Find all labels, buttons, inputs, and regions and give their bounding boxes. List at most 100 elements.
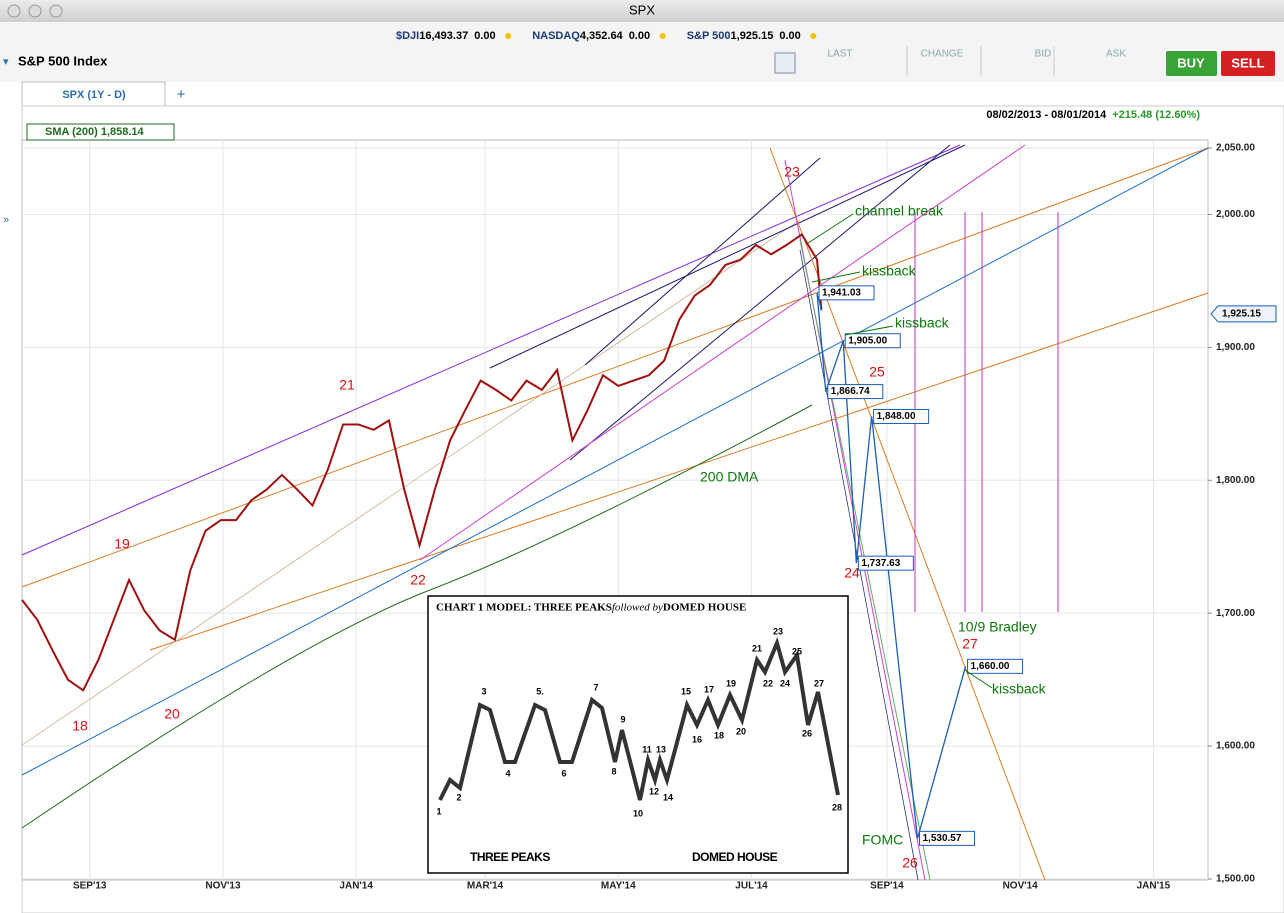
x-tick-label: SEP'14 (870, 881, 904, 892)
add-tab[interactable]: + (177, 86, 186, 103)
trendline (419, 144, 1026, 561)
wave-label: 24 (844, 565, 860, 581)
annotation: FOMC (862, 832, 903, 848)
model-label: 23 (773, 626, 783, 636)
side-toggle[interactable]: » (3, 214, 9, 226)
trendline (584, 157, 821, 366)
annotation-pointer (811, 271, 861, 283)
model-label: 14 (663, 792, 673, 802)
model-label: 11 (642, 744, 652, 754)
tab[interactable] (21, 81, 166, 107)
ticker-change: 0.00 (779, 30, 800, 42)
wave-label: 20 (164, 706, 180, 722)
x-tick-label: SEP'13 (73, 881, 107, 892)
price-box-frame (827, 384, 884, 400)
minimize-button[interactable] (28, 4, 42, 18)
ticker-flag (505, 33, 512, 39)
y-tick-label: 2,050.00 (1216, 143, 1255, 154)
instrument-name: S&P 500 Index (18, 53, 108, 68)
annotation: 10/9 Bradley (958, 619, 1037, 635)
trendline (21, 144, 961, 556)
model-label: 18 (714, 730, 724, 740)
price-box: 1,530.57 (919, 830, 976, 846)
price-box: 1,866.74 (827, 384, 884, 400)
ticker-symbol: $DJI (396, 30, 419, 42)
indicator-chip[interactable] (26, 123, 175, 141)
wave-label: 22 (410, 572, 426, 588)
sell-label[interactable]: SELL (1231, 55, 1264, 70)
price-line (21, 232, 823, 692)
price-box: 1,848.00 (873, 408, 930, 424)
annotation-pointer (964, 669, 993, 689)
ticker-change: 0.00 (474, 30, 495, 42)
date-range: 08/02/2013 - 08/01/2014 (986, 109, 1107, 121)
tool-icon[interactable] (774, 52, 796, 74)
model-label: 3 (481, 686, 486, 696)
ticker-symbol: NASDAQ (532, 30, 580, 42)
ticker-flag (810, 33, 817, 39)
last-price-tag (1210, 305, 1277, 323)
trendline (489, 144, 966, 369)
annotation-pointer (844, 325, 894, 336)
price-box-label: 1,905.00 (848, 335, 887, 346)
price-box-frame (919, 830, 976, 846)
model-label: 2 (456, 792, 461, 802)
price-box-frame (873, 408, 930, 424)
ticker-price: 16,493.37 (419, 30, 468, 42)
model-label: 21 (752, 643, 762, 653)
price-box-frame (857, 555, 914, 571)
ticker-flag (659, 33, 666, 39)
toolbar (0, 22, 1284, 82)
trendline (769, 147, 1046, 881)
wave-label: 18 (72, 718, 88, 734)
annotation-pointer (807, 213, 854, 244)
inset-frame (427, 595, 849, 874)
price-box: 1,905.00 (844, 333, 901, 349)
buy-label[interactable]: BUY (1177, 55, 1205, 70)
inset-caption: THREE PEAKS (470, 850, 550, 864)
buy-button[interactable] (1166, 51, 1217, 76)
wave-label: 25 (869, 364, 885, 380)
x-tick-label: MAY'14 (601, 881, 636, 892)
y-tick-label: 2,000.00 (1216, 209, 1255, 220)
model-label: 13 (656, 744, 666, 754)
model-label: 27 (814, 678, 824, 688)
price-box-label: 1,660.00 (971, 661, 1010, 672)
model-label: 12 (649, 786, 659, 796)
model-label: 26 (802, 728, 812, 738)
model-label: 24 (780, 678, 790, 688)
inset-image: CHART 1 MODEL: THREE PEAKS followed by D… (427, 595, 849, 874)
close-button[interactable] (7, 4, 21, 18)
x-tick-label: JAN'14 (339, 881, 373, 892)
price-box-frame (967, 658, 1024, 674)
annotation: kissback (862, 263, 917, 279)
annotation: kissback (895, 315, 950, 331)
trendlines (21, 144, 1209, 881)
column-header: ASK (1106, 49, 1126, 60)
column-header: LAST (827, 49, 852, 60)
y-tick-label: 1,900.00 (1216, 342, 1255, 353)
x-tick-label: JAN'15 (1137, 881, 1171, 892)
annotation: 200 DMA (700, 469, 759, 485)
tab-label[interactable]: SPX (1Y - D) (62, 89, 126, 101)
zoom-button[interactable] (49, 4, 63, 18)
window-title: SPX (629, 2, 655, 17)
annotation: kissback (992, 681, 1047, 697)
trendline (21, 219, 801, 746)
model-label: 25 (792, 646, 802, 656)
dma-line (21, 404, 813, 829)
title-bar (0, 0, 1284, 22)
last-price-label: 1,925.15 (1222, 309, 1261, 320)
model-label: 7 (593, 682, 598, 692)
price-box-label: 1,866.74 (831, 386, 870, 397)
model-label: 5. (536, 686, 544, 696)
model-label: 17 (704, 684, 714, 694)
expand-icon[interactable]: ▾ (3, 56, 9, 68)
price-box-label: 1,737.63 (861, 558, 900, 569)
wave-label: 27 (962, 636, 978, 652)
wave-label: 19 (114, 536, 130, 552)
sell-button[interactable] (1221, 51, 1275, 76)
price-box-label: 1,941.03 (822, 287, 861, 298)
y-tick-label: 1,700.00 (1216, 608, 1255, 619)
